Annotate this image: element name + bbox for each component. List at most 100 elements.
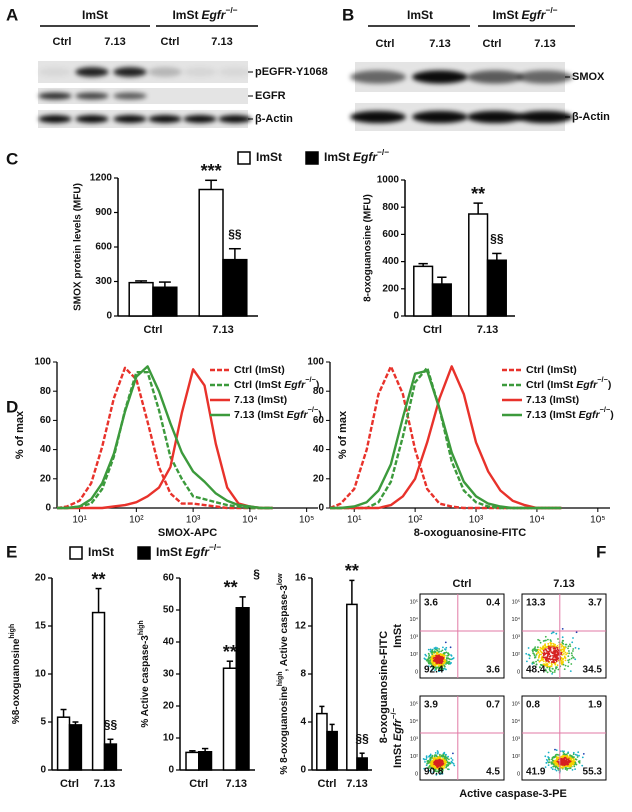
- event-dot: [557, 668, 560, 671]
- event-dot: [562, 643, 565, 645]
- event-dot: [532, 650, 534, 653]
- legend-label-part: Ctrl (ImSt: [526, 379, 574, 391]
- histogram-line: [57, 365, 273, 510]
- event-dot: [548, 667, 551, 669]
- blot-band: [38, 67, 72, 77]
- event-dot: [444, 654, 446, 657]
- event-dot: [443, 751, 446, 754]
- event-dot: [572, 656, 574, 659]
- x-tick-label: Ctrl: [423, 324, 442, 336]
- event-dot: [552, 763, 555, 766]
- y-tick-label: 5: [40, 717, 46, 728]
- event-dot: [429, 656, 432, 658]
- blot-band: [412, 70, 468, 84]
- y-tick-label: 40: [163, 637, 175, 648]
- x-tick-label: 10²: [408, 515, 423, 526]
- y-axis-label-part: high: [277, 671, 284, 686]
- y-axis-label-part: % Active caspase-3: [140, 635, 151, 728]
- event-dot: [448, 762, 450, 764]
- legend-label-part: ImSt: [324, 150, 350, 164]
- event-dot: [545, 758, 548, 761]
- event-dot: [536, 648, 539, 651]
- event-dot: [561, 636, 564, 639]
- event-dot: [547, 650, 550, 653]
- event-dot: [429, 659, 431, 662]
- group-label: ImSt: [82, 8, 108, 22]
- y-tick-label: 0: [168, 765, 174, 776]
- event-dot: [438, 761, 440, 763]
- blot-band: [183, 115, 217, 123]
- event-dot: [552, 759, 554, 762]
- event-dot: [551, 663, 553, 666]
- event-dot: [554, 762, 557, 764]
- y-tick-label: 40: [40, 444, 52, 455]
- event-dot: [574, 658, 577, 661]
- event-dot: [436, 759, 438, 762]
- legend-label: ImSt Egfr−/−: [156, 542, 221, 559]
- x-tick-label: Ctrl: [60, 778, 79, 790]
- event-dot: [427, 648, 430, 651]
- group-label-part: Egfr: [201, 8, 226, 22]
- event-dot: [431, 761, 434, 764]
- event-dot: [547, 638, 549, 641]
- y-tick-label: 10: [163, 733, 175, 744]
- event-dot: [429, 770, 432, 772]
- event-dot: [551, 758, 553, 761]
- legend-label-part: −/−: [209, 542, 221, 552]
- event-dot: [574, 753, 577, 756]
- event-dot: [433, 767, 435, 770]
- event-dot: [425, 755, 428, 758]
- event-dot: [557, 657, 560, 660]
- event-dot: [562, 660, 564, 663]
- event-dot: [429, 754, 432, 757]
- y-tick-label: 900: [95, 207, 112, 218]
- panel-letter: B: [342, 5, 354, 24]
- event-dot: [539, 666, 541, 668]
- event-dot: [439, 658, 442, 661]
- event-dot: [539, 649, 542, 652]
- y-tick-label: 10³: [512, 634, 520, 640]
- y-tick-label: 12: [295, 621, 307, 632]
- lane-label: 7.13: [429, 38, 450, 50]
- event-dot: [550, 670, 552, 673]
- event-dot: [570, 652, 573, 655]
- row-label: pEGFR-Y1068: [255, 66, 328, 78]
- y-tick-label: 10⁵: [410, 700, 418, 707]
- event-dot: [538, 639, 541, 642]
- y-tick-label: 60: [40, 415, 52, 426]
- legend-label-part: Egfr: [287, 409, 309, 421]
- event-dot: [445, 668, 447, 671]
- lane-label: Ctrl: [161, 36, 180, 48]
- event-dot: [424, 653, 427, 656]
- event-dot: [552, 668, 554, 670]
- event-dot: [435, 773, 438, 776]
- event-dot: [435, 666, 437, 669]
- event-dot: [436, 653, 439, 656]
- y-tick-label: 1200: [90, 173, 113, 184]
- event-dot: [562, 751, 565, 754]
- event-dot: [443, 662, 445, 665]
- event-dot: [434, 651, 436, 654]
- event-dot: [540, 664, 543, 667]
- event-dot: [440, 661, 443, 664]
- event-dot: [544, 639, 546, 642]
- event-dot: [434, 752, 437, 754]
- row-label-part: ImSt: [392, 624, 404, 648]
- event-dot: [440, 669, 442, 671]
- event-dot: [564, 756, 567, 759]
- event-dot: [445, 651, 448, 654]
- event-dot: [446, 655, 448, 657]
- event-dot: [548, 661, 551, 664]
- blot-band: [75, 115, 109, 123]
- event-dot: [560, 649, 563, 652]
- event-dot: [568, 658, 571, 661]
- event-dot: [569, 670, 572, 672]
- y-tick-label: 10²: [410, 652, 418, 658]
- y-axis-label: % of max: [14, 410, 26, 459]
- legend-label: ImSt Egfr−/−: [324, 147, 389, 164]
- event-dot: [567, 645, 570, 648]
- event-dot: [562, 650, 565, 653]
- panel-letter: C: [6, 149, 18, 168]
- y-axis-label: % Active caspase-3high: [138, 620, 150, 727]
